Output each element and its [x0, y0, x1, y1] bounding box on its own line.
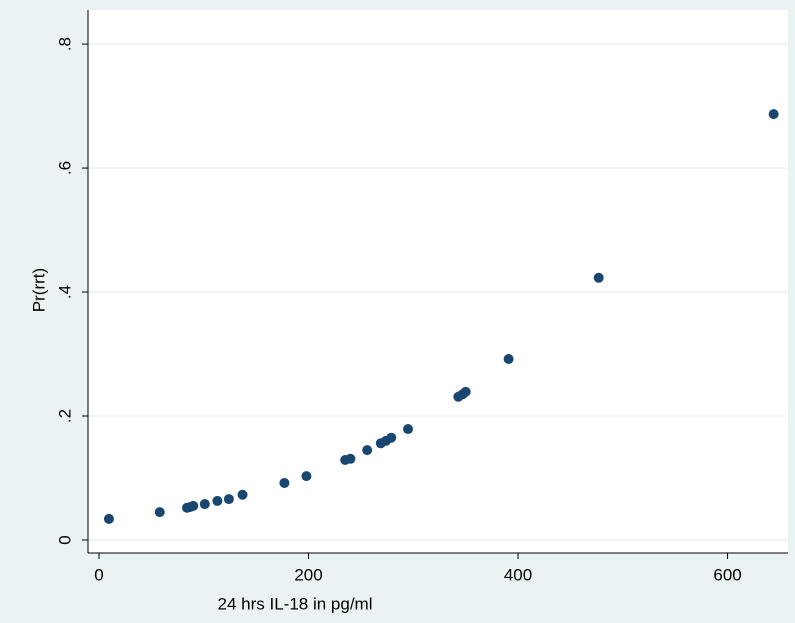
- point: [403, 424, 414, 435]
- y-axis-label: Pr(rrt): [29, 268, 48, 312]
- point: [237, 489, 248, 500]
- x-axis-label: 24 hrs IL-18 in pg/ml: [218, 594, 373, 613]
- x-tick-label: 200: [294, 565, 322, 584]
- point: [386, 432, 397, 443]
- point: [768, 109, 779, 120]
- x-tick-label: 400: [504, 565, 532, 584]
- point: [212, 495, 223, 506]
- y-tick-label: .2: [55, 409, 74, 423]
- point: [199, 499, 210, 510]
- point: [460, 386, 471, 397]
- x-tick-label: 0: [94, 565, 103, 584]
- x-tick-label: 600: [713, 565, 741, 584]
- point: [503, 353, 514, 364]
- point: [362, 445, 373, 456]
- y-tick-label: .6: [55, 161, 74, 175]
- point: [345, 453, 356, 464]
- point: [223, 494, 234, 505]
- plot-area: [88, 10, 788, 553]
- point: [188, 500, 199, 511]
- y-tick-label: 0: [55, 535, 74, 544]
- y-tick-label: .8: [55, 37, 74, 51]
- point: [301, 471, 312, 482]
- point: [154, 507, 165, 518]
- y-tick-label: .4: [55, 285, 74, 299]
- point: [593, 272, 604, 283]
- point: [279, 477, 290, 488]
- point: [103, 513, 114, 524]
